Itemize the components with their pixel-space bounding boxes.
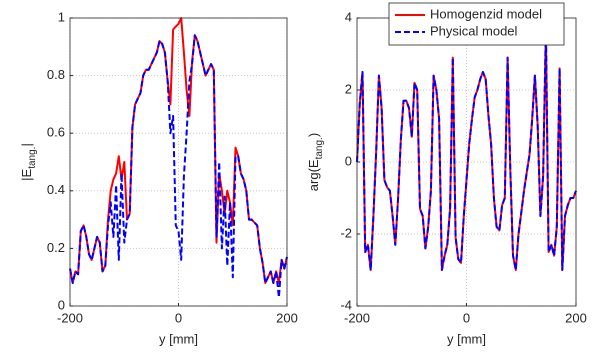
x-axis-label: y [mm] <box>159 331 198 346</box>
y-axis-label: |Etang.| <box>19 143 37 181</box>
legend-label: Homogenzid model <box>430 6 542 21</box>
axes-frame <box>69 17 288 307</box>
y-tick-label: 0 <box>345 153 352 168</box>
y-tick-label: -2 <box>340 225 352 240</box>
x-tick-label: -200 <box>344 310 370 325</box>
legend-label: Physical model <box>430 23 518 38</box>
data-line <box>356 27 577 271</box>
y-tick-label: 0.2 <box>47 240 65 255</box>
y-axis-label-part: tang. <box>314 137 325 159</box>
y-axis-label-part: tang. <box>27 147 38 169</box>
y-tick-label: 4 <box>345 9 352 24</box>
y-tick-label: 1 <box>58 9 65 24</box>
y-tick-label: -4 <box>340 297 352 312</box>
legend-box <box>388 2 565 46</box>
y-axis-label-part: |E <box>19 168 34 180</box>
x-tick-label: 200 <box>565 310 587 325</box>
x-tick-label: 200 <box>276 310 298 325</box>
x-tick-label: 0 <box>463 310 470 325</box>
y-axis-label-part: arg(E <box>306 159 321 191</box>
x-axis-label: y [mm] <box>447 331 486 346</box>
y-tick-label: 0 <box>58 297 65 312</box>
y-tick-label: 0.8 <box>47 67 65 82</box>
y-tick-label: 0.4 <box>47 182 65 197</box>
y-tick-label: 0.6 <box>47 125 65 140</box>
data-line <box>69 34 288 299</box>
y-axis-label-part: ) <box>306 133 321 137</box>
x-tick-label: 0 <box>175 310 182 325</box>
y-tick-label: 2 <box>345 81 352 96</box>
y-axis-label-part: | <box>19 143 34 146</box>
y-axis-label: arg(Etang.) <box>306 133 324 191</box>
x-tick-label: -200 <box>57 310 83 325</box>
